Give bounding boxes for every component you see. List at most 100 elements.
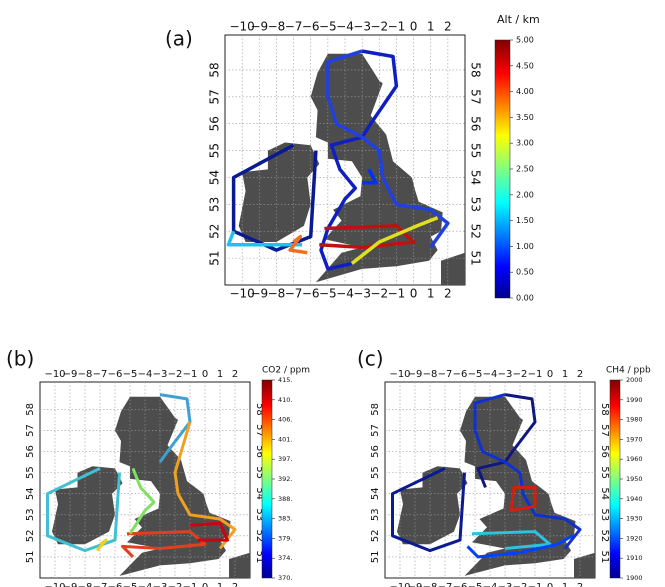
panel-label: (c) (357, 347, 384, 371)
lon-tick-label: −10 (44, 369, 65, 380)
flight-track (226, 230, 303, 247)
lon-tick-label: 2 (577, 369, 583, 380)
lon-tick-label: −3 (498, 369, 513, 380)
flight-track (326, 49, 450, 249)
lat-tick-label: 58 (208, 62, 222, 77)
colorbar-tick-label: 3.00 (516, 139, 534, 148)
lon-tick-label: −3 (498, 582, 513, 587)
lon-tick-label: −8 (423, 369, 438, 380)
colorbar (494, 39, 511, 299)
flight-track (189, 521, 229, 542)
lon-tick-label: −4 (336, 20, 354, 34)
land (310, 53, 443, 283)
colorbar-tick-label: 0.50 (516, 268, 534, 277)
lon-tick-label: 1 (427, 287, 435, 301)
lat-tick-label: 56 (370, 445, 381, 458)
lon-tick-label: −7 (285, 287, 303, 301)
lat-tick-label: 55 (254, 466, 265, 479)
colorbar-tick-label: 397. (278, 455, 292, 463)
lon-tick-label: 0 (410, 287, 418, 301)
lat-tick-label: 52 (208, 224, 222, 239)
colorbar-tick-label: 1970 (626, 435, 643, 443)
lat-tick-label: 56 (254, 445, 265, 458)
colorbar-tick-label: 374. (278, 554, 292, 562)
lat-tick-label: 52 (599, 529, 610, 542)
land (115, 396, 231, 576)
lon-tick-label: 0 (202, 582, 208, 587)
lon-tick-label: −5 (468, 582, 483, 587)
colorbar-tick-label: 1930 (626, 515, 643, 523)
lon-tick-label: −3 (353, 287, 371, 301)
lon-tick-label: −6 (302, 287, 320, 301)
colorbar-tick-label: 406. (278, 416, 292, 424)
lat-tick-label: 51 (469, 250, 483, 265)
colorbar-tick-label: 1960 (626, 455, 643, 463)
flight-track (95, 538, 108, 552)
lat-tick-label: 52 (370, 529, 381, 542)
lat-tick-label: 54 (254, 487, 265, 500)
lon-tick-label: −10 (389, 582, 410, 587)
lon-tick-label: −5 (468, 369, 483, 380)
lat-tick-label: 53 (208, 197, 222, 212)
lat-tick-label: 57 (25, 424, 36, 437)
lat-tick-label: 55 (469, 143, 483, 158)
lat-tick-label: 55 (208, 143, 222, 158)
lat-tick-label: 53 (370, 508, 381, 521)
lon-tick-label: −6 (453, 369, 468, 380)
lon-tick-label: −7 (438, 369, 453, 380)
lat-tick-label: 53 (599, 508, 610, 521)
lon-tick-label: −8 (423, 582, 438, 587)
lon-tick-label: −10 (389, 369, 410, 380)
lon-tick-label: 2 (577, 582, 583, 587)
lat-tick-label: 54 (469, 170, 483, 185)
lon-tick-label: 2 (232, 582, 238, 587)
lon-tick-label: −8 (268, 287, 286, 301)
lat-tick-label: 51 (25, 551, 36, 564)
lon-tick-label: −9 (408, 582, 423, 587)
colorbar-tick-label: 2.50 (516, 165, 534, 174)
colorbar-tick-label: 1910 (626, 554, 643, 562)
lat-tick-label: 54 (370, 487, 381, 500)
lon-tick-label: 0 (410, 20, 418, 34)
lon-tick-label: −6 (453, 582, 468, 587)
lat-tick-label: 57 (469, 89, 483, 104)
lat-tick-label: 55 (599, 466, 610, 479)
lon-tick-label: −4 (483, 582, 498, 587)
colorbar-tick-label: 2000 (626, 376, 643, 384)
lon-tick-label: −2 (370, 20, 388, 34)
lat-tick-label: 54 (599, 487, 610, 500)
lat-tick-label: 56 (469, 116, 483, 131)
lon-tick-label: 1 (217, 582, 223, 587)
lat-tick-label: 51 (254, 551, 265, 564)
lat-tick-label: 57 (599, 424, 610, 437)
colorbar-title: CH4 / ppb (606, 366, 651, 376)
lon-tick-label: −3 (153, 369, 168, 380)
colorbar-tick-label: 1980 (626, 416, 643, 424)
lon-tick-label: −6 (108, 582, 123, 587)
lon-tick-label: 1 (427, 20, 435, 34)
lon-tick-label: −5 (319, 20, 337, 34)
colorbar-tick-label: 1.00 (516, 242, 534, 251)
lon-tick-label: 1 (562, 582, 568, 587)
lat-tick-label: 58 (25, 403, 36, 416)
colorbar-tick-label: 1920 (626, 534, 643, 542)
lon-tick-label: −4 (336, 287, 354, 301)
land (397, 466, 468, 545)
colorbar-tick-label: 401. (278, 435, 292, 443)
lat-tick-label: 58 (370, 403, 381, 416)
flight-track (46, 467, 121, 553)
lon-tick-label: −5 (123, 369, 138, 380)
lon-tick-label: −8 (78, 369, 93, 380)
lon-tick-label: −7 (285, 20, 303, 34)
lat-tick-label: 53 (254, 508, 265, 521)
lon-tick-label: −4 (138, 369, 153, 380)
colorbar-title: CO2 / ppm (262, 366, 310, 376)
lon-tick-label: −8 (268, 20, 286, 34)
colorbar-tick-label: 1.50 (516, 216, 534, 225)
lat-tick-label: 56 (208, 116, 222, 131)
lat-tick-label: 53 (469, 197, 483, 212)
land (574, 552, 595, 578)
colorbar-tick-label: 1900 (626, 574, 643, 582)
lon-tick-label: −9 (250, 287, 268, 301)
colorbar-tick-label: 370. (278, 574, 292, 582)
